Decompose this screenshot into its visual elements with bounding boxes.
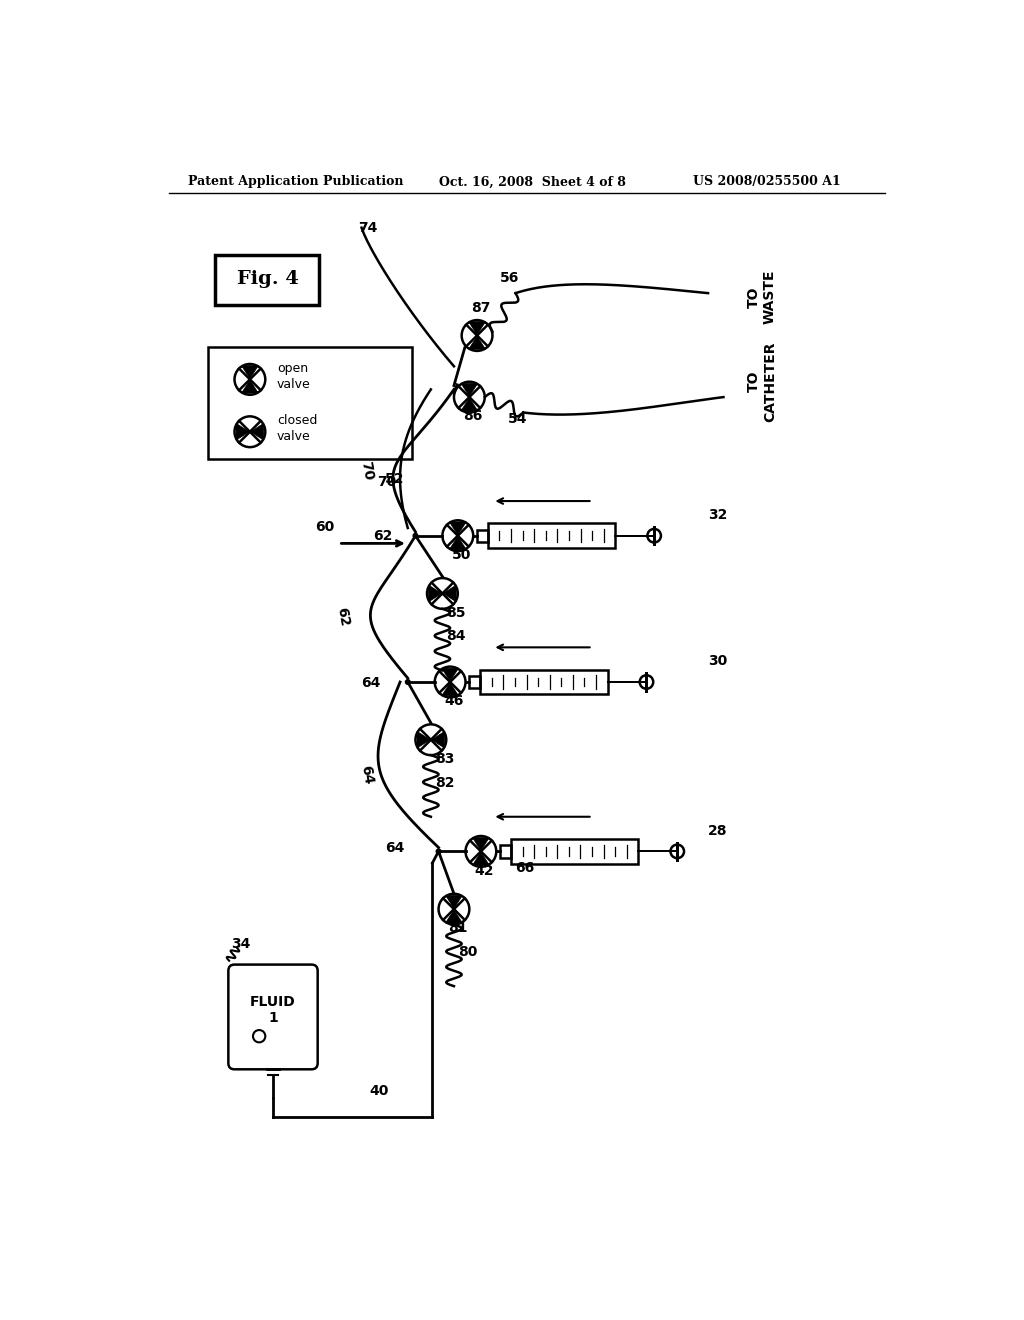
- Text: 82: 82: [435, 776, 455, 789]
- Text: TO
WASTE: TO WASTE: [746, 269, 777, 325]
- Text: 50: 50: [452, 548, 471, 562]
- Text: 84: 84: [446, 630, 466, 644]
- Polygon shape: [450, 521, 466, 535]
- Text: valve: valve: [276, 378, 310, 391]
- Text: 70: 70: [377, 475, 396, 490]
- Polygon shape: [445, 909, 463, 923]
- Polygon shape: [242, 366, 258, 379]
- Text: 1: 1: [268, 1011, 278, 1026]
- Bar: [480, 669, 607, 694]
- Polygon shape: [469, 322, 485, 335]
- Text: 87: 87: [471, 301, 490, 315]
- Bar: [487, 523, 615, 548]
- Text: 64: 64: [361, 676, 381, 689]
- Text: 66: 66: [515, 861, 535, 875]
- Bar: [469, 676, 480, 688]
- Polygon shape: [417, 731, 430, 748]
- Text: 60: 60: [315, 520, 335, 535]
- Text: valve: valve: [276, 430, 310, 444]
- Text: 40: 40: [370, 1084, 389, 1098]
- Text: 85: 85: [446, 606, 466, 619]
- Bar: [500, 845, 511, 858]
- Bar: [511, 840, 638, 863]
- Polygon shape: [472, 838, 489, 850]
- Bar: [477, 529, 487, 543]
- Text: 46: 46: [444, 694, 463, 708]
- Polygon shape: [469, 337, 485, 350]
- Polygon shape: [441, 682, 459, 696]
- Text: 64: 64: [357, 764, 375, 785]
- Text: 34: 34: [230, 937, 250, 952]
- Text: 28: 28: [708, 824, 728, 838]
- Polygon shape: [251, 424, 264, 441]
- Polygon shape: [441, 668, 459, 681]
- Polygon shape: [429, 585, 441, 602]
- Text: 70: 70: [357, 461, 375, 482]
- Text: 64: 64: [385, 841, 404, 855]
- Text: TO
CATHETER: TO CATHETER: [746, 342, 777, 422]
- Polygon shape: [237, 424, 249, 441]
- Text: FLUID: FLUID: [250, 994, 296, 1008]
- Text: 52: 52: [385, 471, 404, 486]
- Polygon shape: [443, 585, 457, 602]
- Text: 54: 54: [508, 412, 527, 426]
- Polygon shape: [461, 383, 478, 396]
- Text: 32: 32: [708, 508, 727, 521]
- Text: 30: 30: [708, 655, 727, 668]
- Text: Fig. 4: Fig. 4: [237, 271, 299, 288]
- Circle shape: [413, 533, 418, 539]
- Text: closed: closed: [276, 414, 317, 428]
- Text: Patent Application Publication: Patent Application Publication: [188, 176, 403, 189]
- Text: Oct. 16, 2008  Sheet 4 of 8: Oct. 16, 2008 Sheet 4 of 8: [438, 176, 626, 189]
- Polygon shape: [461, 397, 478, 411]
- Polygon shape: [472, 853, 489, 866]
- Text: 80: 80: [458, 945, 477, 960]
- Text: 86: 86: [463, 409, 482, 424]
- Polygon shape: [242, 380, 258, 393]
- Circle shape: [436, 849, 441, 854]
- Text: US 2008/0255500 A1: US 2008/0255500 A1: [692, 176, 841, 189]
- Text: open: open: [276, 362, 308, 375]
- Circle shape: [406, 680, 410, 684]
- Text: 74: 74: [357, 222, 377, 235]
- Polygon shape: [432, 731, 444, 748]
- Text: 81: 81: [447, 921, 467, 936]
- Text: 62: 62: [335, 606, 352, 628]
- Text: 42: 42: [475, 863, 495, 878]
- Polygon shape: [450, 536, 466, 549]
- Text: 62: 62: [373, 529, 392, 544]
- Text: 83: 83: [435, 752, 454, 766]
- Text: 56: 56: [500, 272, 519, 285]
- Polygon shape: [445, 895, 463, 908]
